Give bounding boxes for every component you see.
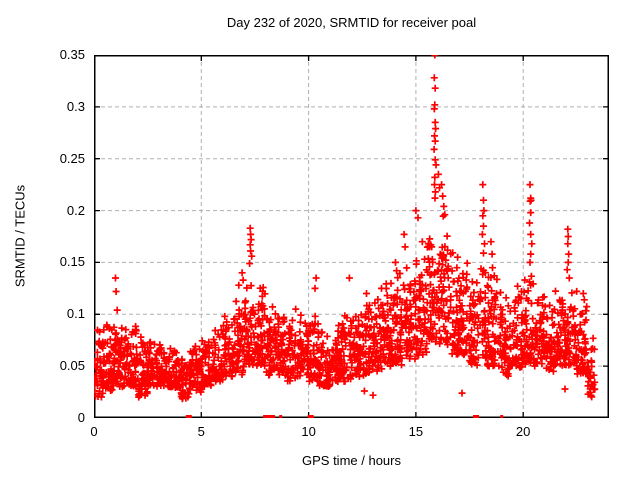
y-tick-label: 0.3: [66, 98, 85, 114]
zero-marker: [473, 415, 479, 418]
y-tick-label: 0.35: [59, 47, 85, 62]
x-tick-label: 10: [301, 424, 316, 439]
x-tick-label: 20: [515, 424, 531, 439]
zero-marker: [185, 415, 192, 418]
data-points: [94, 55, 599, 403]
zero-marker: [279, 415, 283, 418]
y-axis-label: SRMTID / TECUs: [12, 184, 28, 288]
y-tick-label: 0: [77, 410, 85, 425]
y-tick-label: 0.2: [66, 202, 85, 218]
y-tick-label: 0.15: [59, 254, 85, 270]
plot-frame: [94, 55, 609, 418]
x-tick-label: 0: [90, 424, 98, 439]
plot-area: [94, 55, 609, 418]
y-tick-label: 0.25: [59, 150, 85, 166]
axis-ticks: [94, 55, 609, 418]
x-tick-label: 15: [408, 424, 424, 439]
y-tick-label: 0.05: [59, 358, 85, 374]
zero-marker: [263, 415, 270, 418]
zero-marker: [307, 415, 314, 418]
scatter-plot: [94, 55, 609, 418]
chart-title: Day 232 of 2020, SRMTID for receiver poa…: [226, 15, 477, 30]
y-tick-label: 0.1: [66, 306, 85, 322]
zero-marker: [269, 415, 276, 418]
x-tick-label: 5: [197, 424, 205, 439]
x-axis-label: GPS time / hours: [302, 453, 401, 468]
zero-marker: [500, 415, 504, 418]
